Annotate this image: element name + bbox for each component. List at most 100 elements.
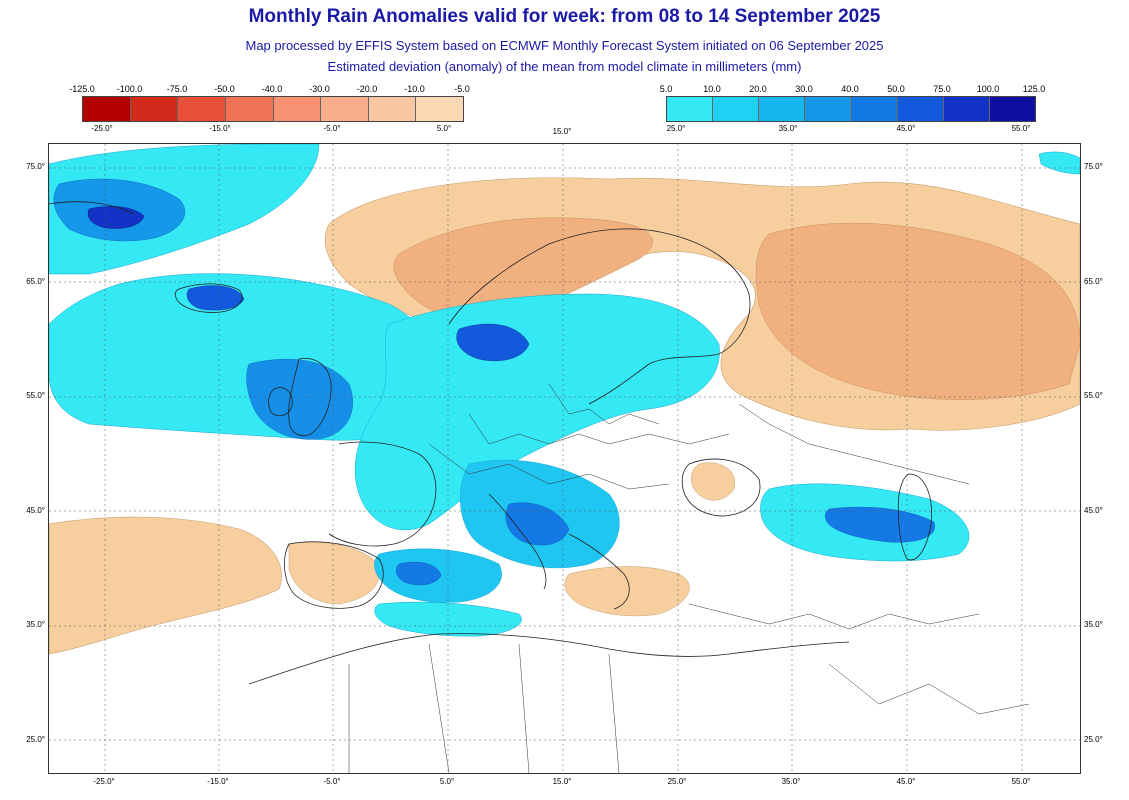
lon-label-bottom: -5.0°: [323, 777, 341, 786]
legend-swatch: [83, 97, 131, 121]
lon-label-bottom: 45.0°: [896, 777, 916, 786]
legend-tick-label: 5.0: [659, 84, 673, 94]
legend-swatch: [273, 97, 322, 121]
lat-label-left: 45.0°: [26, 506, 45, 515]
lon-label-bottom: 25.0°: [667, 777, 687, 786]
wet-region-adriatic-core: [505, 502, 570, 546]
legend-tick-label: 100.0: [976, 84, 1000, 94]
country-borders: [348, 383, 1030, 773]
legend-dry-longitudes: -25.0° -15.0° -5.0° 5.0°: [82, 124, 462, 136]
map-subtitle-processing: Map processed by EFFIS System based on E…: [245, 38, 884, 53]
lat-label-left: 25.0°: [26, 735, 45, 744]
legend-swatch: [851, 97, 898, 121]
coastline-iberia: [284, 541, 384, 609]
map-subtitle-units: Estimated deviation (anomaly) of the mea…: [327, 59, 802, 74]
coastlines: [49, 201, 932, 685]
border-russia: [738, 403, 970, 485]
graticule: [49, 144, 1080, 773]
legend-tick-label: -30.0: [309, 84, 330, 94]
coastline-north-africa: [248, 633, 850, 685]
legend-swatch: [321, 97, 369, 121]
border-africa-4: [608, 653, 620, 773]
lon-label-bottom: 55.0°: [1011, 777, 1031, 786]
legend-swatch: [713, 97, 760, 121]
wet-region-norway-core: [456, 323, 530, 362]
lat-label-left: 35.0°: [26, 620, 45, 629]
legend-swatch: [805, 97, 852, 121]
legend-lon-label: 35.0°: [778, 124, 798, 133]
border-europe-2: [468, 413, 730, 445]
legend-dry-anomaly: -125.0 -100.0 -75.0 -50.0 -40.0 -30.0 -20.0 -10…: [69, 84, 470, 136]
lon-label-bottom: -25.0°: [93, 777, 115, 786]
wet-anomaly-regions: [49, 144, 1080, 637]
coastline-iceland: [174, 283, 243, 313]
legend-dry-ticks: -125.0 -100.0 -75.0 -50.0 -40.0 -30.0 -20.0 -10…: [69, 84, 470, 96]
legend-tick-label: 30.0: [795, 84, 813, 94]
dry-region-iberia: [288, 541, 381, 605]
legend-lon-label: 45.0°: [896, 124, 916, 133]
legend-lon-label-center: 15.0°: [552, 127, 572, 136]
dry-region-black-sea: [691, 462, 736, 501]
lon-label-bottom: -15.0°: [207, 777, 229, 786]
lat-label-right: 75.0°: [1084, 162, 1103, 171]
legend-swatch: [130, 97, 179, 121]
border-arabia: [828, 663, 1030, 715]
dry-region-mediterranean-east: [564, 566, 690, 617]
legend-lon-label: -25.0°: [91, 124, 113, 133]
legend-tick-label: -75.0: [166, 84, 188, 94]
lat-label-right: 45.0°: [1084, 506, 1103, 515]
coastline-british-isles: [288, 357, 332, 436]
lon-label-bottom: 35.0°: [781, 777, 801, 786]
legend-lon-label: -15.0°: [209, 124, 231, 133]
legend-swatch: [225, 97, 274, 121]
legend-swatch: [897, 97, 944, 121]
coastline-black-sea: [681, 458, 761, 517]
legend-swatch: [667, 97, 714, 121]
coastline-italy: [488, 493, 547, 590]
lon-label-bottom: 15.0°: [552, 777, 572, 786]
lat-label-left: 65.0°: [26, 277, 45, 286]
wet-region-british-isles: [246, 359, 353, 440]
wet-region-arctic-east: [1038, 151, 1080, 175]
dry-region-russia-core: [755, 222, 1080, 400]
legend-swatch: [368, 97, 417, 121]
legend-lon-label: 25.0°: [666, 124, 686, 133]
legend-tick-label: 20.0: [749, 84, 767, 94]
legend-wet-anomaly: 5.0 10.0 20.0 30.0 40.0 50.0 75.0 100.0 125.0 25…: [660, 84, 1046, 136]
lon-label-bottom: 5.0°: [439, 777, 455, 786]
legend-swatch: [759, 97, 806, 121]
legend-dry-colorbar: [82, 96, 464, 122]
dry-region-atlantic-iberia: [49, 516, 282, 655]
legend-tick-label: -50.0: [214, 84, 235, 94]
legend-wet-ticks: 5.0 10.0 20.0 30.0 40.0 50.0 75.0 100.0 125.0: [660, 84, 1046, 96]
map-canvas: [49, 144, 1080, 773]
legend-tick-label: -5.0: [454, 84, 470, 94]
lat-label-right: 25.0°: [1084, 735, 1103, 744]
border-middle-east: [688, 603, 980, 630]
legend-lon-label: -5.0°: [323, 124, 341, 133]
legend-tick-label: 125.0: [1022, 84, 1046, 94]
lat-label-right: 55.0°: [1084, 391, 1103, 400]
border-europe-3: [548, 383, 660, 425]
legend-lon-label: 5.0°: [436, 124, 452, 133]
legend-tick-label: 40.0: [841, 84, 859, 94]
map-title: Monthly Rain Anomalies valid for week: f…: [248, 6, 881, 27]
anomaly-map: [48, 143, 1081, 774]
legend-tick-label: 10.0: [703, 84, 721, 94]
dry-region-norway: [393, 217, 653, 323]
coastline-ireland: [268, 387, 293, 417]
wet-region-iceland-core: [186, 285, 245, 311]
coastline-greenland-edge: [49, 201, 135, 215]
border-africa-3: [518, 643, 530, 773]
border-europe-1: [428, 443, 670, 490]
legend-lon-label: 55.0°: [1011, 124, 1031, 133]
legend-swatch: [416, 97, 463, 121]
wet-region-baltic-central-europe: [354, 293, 720, 531]
dry-anomaly-regions: [49, 177, 1080, 655]
lat-label-left: 75.0°: [26, 162, 45, 171]
coastline-western-europe: [328, 441, 437, 547]
legend-tick-label: 75.0: [933, 84, 951, 94]
lat-label-left: 55.0°: [26, 391, 45, 400]
legend-wet-longitudes: 25.0° 35.0° 45.0° 55.0°: [666, 124, 1034, 136]
legend-swatch: [943, 97, 990, 121]
